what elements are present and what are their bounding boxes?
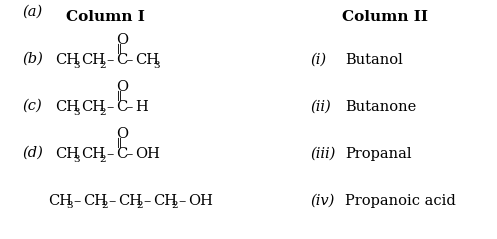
Text: OH: OH — [135, 147, 160, 161]
Text: Column I: Column I — [66, 10, 145, 24]
Text: 3: 3 — [66, 201, 73, 211]
Text: (iii): (iii) — [310, 147, 335, 161]
Text: –: – — [106, 100, 113, 114]
Text: CH: CH — [48, 194, 72, 208]
Text: Butanol: Butanol — [345, 53, 403, 67]
Text: 2: 2 — [99, 108, 106, 116]
Text: CH: CH — [83, 194, 107, 208]
Text: (i): (i) — [310, 53, 326, 67]
Text: –: – — [106, 147, 113, 161]
Text: 3: 3 — [73, 108, 80, 116]
Text: –: – — [125, 100, 132, 114]
Text: C: C — [116, 100, 127, 114]
Text: OH: OH — [188, 194, 213, 208]
Text: 3: 3 — [73, 154, 80, 163]
Text: 2: 2 — [101, 201, 108, 211]
Text: –: – — [106, 53, 113, 67]
Text: CH: CH — [135, 53, 159, 67]
Text: 2: 2 — [171, 201, 177, 211]
Text: CH: CH — [81, 100, 105, 114]
Text: (c): (c) — [22, 99, 42, 113]
Text: O: O — [116, 80, 128, 94]
Text: 2: 2 — [99, 60, 106, 70]
Text: CH: CH — [55, 147, 79, 161]
Text: (ii): (ii) — [310, 100, 331, 114]
Text: Butanone: Butanone — [345, 100, 416, 114]
Text: CH: CH — [153, 194, 177, 208]
Text: C: C — [116, 53, 127, 67]
Text: CH: CH — [118, 194, 142, 208]
Text: (b): (b) — [22, 52, 43, 66]
Text: –: – — [73, 194, 81, 208]
Text: 3: 3 — [73, 60, 80, 70]
Text: –: – — [143, 194, 151, 208]
Text: H: H — [135, 100, 148, 114]
Text: (d): (d) — [22, 146, 43, 160]
Text: CH: CH — [81, 147, 105, 161]
Text: –: – — [125, 147, 132, 161]
Text: Column II: Column II — [342, 10, 428, 24]
Text: ∥: ∥ — [117, 45, 122, 55]
Text: 3: 3 — [153, 60, 160, 70]
Text: –: – — [125, 53, 132, 67]
Text: –: – — [108, 194, 115, 208]
Text: 2: 2 — [99, 154, 106, 163]
Text: (a): (a) — [22, 5, 42, 19]
Text: CH: CH — [55, 100, 79, 114]
Text: Propanoic acid: Propanoic acid — [345, 194, 456, 208]
Text: (iv): (iv) — [310, 194, 334, 208]
Text: O: O — [116, 33, 128, 47]
Text: Propanal: Propanal — [345, 147, 412, 161]
Text: –: – — [178, 194, 185, 208]
Text: CH: CH — [55, 53, 79, 67]
Text: C: C — [116, 147, 127, 161]
Text: 2: 2 — [136, 201, 143, 211]
Text: O: O — [116, 127, 128, 141]
Text: ∥: ∥ — [117, 92, 122, 102]
Text: ∥: ∥ — [117, 139, 122, 149]
Text: CH: CH — [81, 53, 105, 67]
